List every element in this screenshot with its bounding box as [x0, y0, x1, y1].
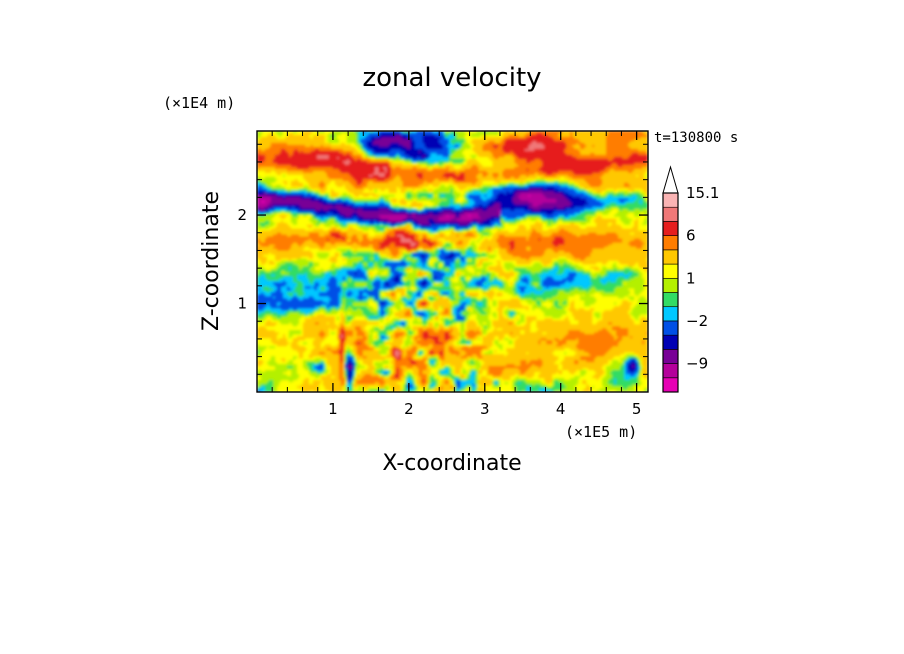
x-tick-label: 5: [632, 400, 642, 418]
y-tick-label: 1: [237, 295, 247, 313]
colorbar-swatch: [662, 363, 679, 379]
plot-frame: [256, 130, 649, 393]
x-ticks: 1 2 3 4 5: [271, 131, 642, 418]
colorbar-swatch: [662, 306, 679, 322]
colorbar-swatch: [662, 277, 679, 293]
time-label: t=130800 s: [654, 130, 738, 146]
x-tick-label: 2: [404, 400, 414, 418]
colorbar: 15.1 6 1 −2 −9: [662, 165, 719, 393]
colorbar-label: −9: [686, 355, 708, 373]
colorbar-label: 1: [686, 269, 696, 287]
colorbar-swatch: [662, 320, 679, 336]
colorbar-swatch: [662, 249, 679, 265]
x-axis-label: X-coordinate: [382, 451, 521, 476]
colorbar-label: −2: [686, 312, 708, 330]
y-ticks: 12: [237, 143, 648, 375]
colorbar-swatch: [662, 206, 679, 222]
x-multiplier: (×1E5 m): [565, 423, 637, 441]
colorbar-swatch: [662, 221, 679, 236]
y-tick-label: 2: [237, 206, 247, 224]
y-axis-label: Z-coordinate: [199, 191, 224, 331]
colorbar-frame: [662, 192, 679, 393]
x-tick-label: 4: [556, 400, 566, 418]
colorbar-extend-arrow: [662, 165, 679, 194]
colorbar-label: 15.1: [686, 184, 719, 202]
contour-field: [257, 131, 648, 392]
colorbar-swatch: [662, 192, 679, 208]
colorbar-swatch: [662, 334, 679, 350]
colorbar-swatch: [662, 292, 679, 308]
colorbar-swatch: [662, 349, 679, 364]
colorbar-swatch: [662, 235, 679, 251]
colorbar-swatch: [662, 377, 679, 393]
y-multiplier: (×1E4 m): [163, 94, 235, 112]
contour-image: [257, 131, 648, 392]
x-tick-label: 3: [480, 400, 490, 418]
colorbar-swatch: [662, 263, 679, 279]
chart-title: zonal velocity: [362, 63, 541, 93]
x-tick-label: 1: [328, 400, 338, 418]
colorbar-label: 6: [686, 227, 696, 245]
